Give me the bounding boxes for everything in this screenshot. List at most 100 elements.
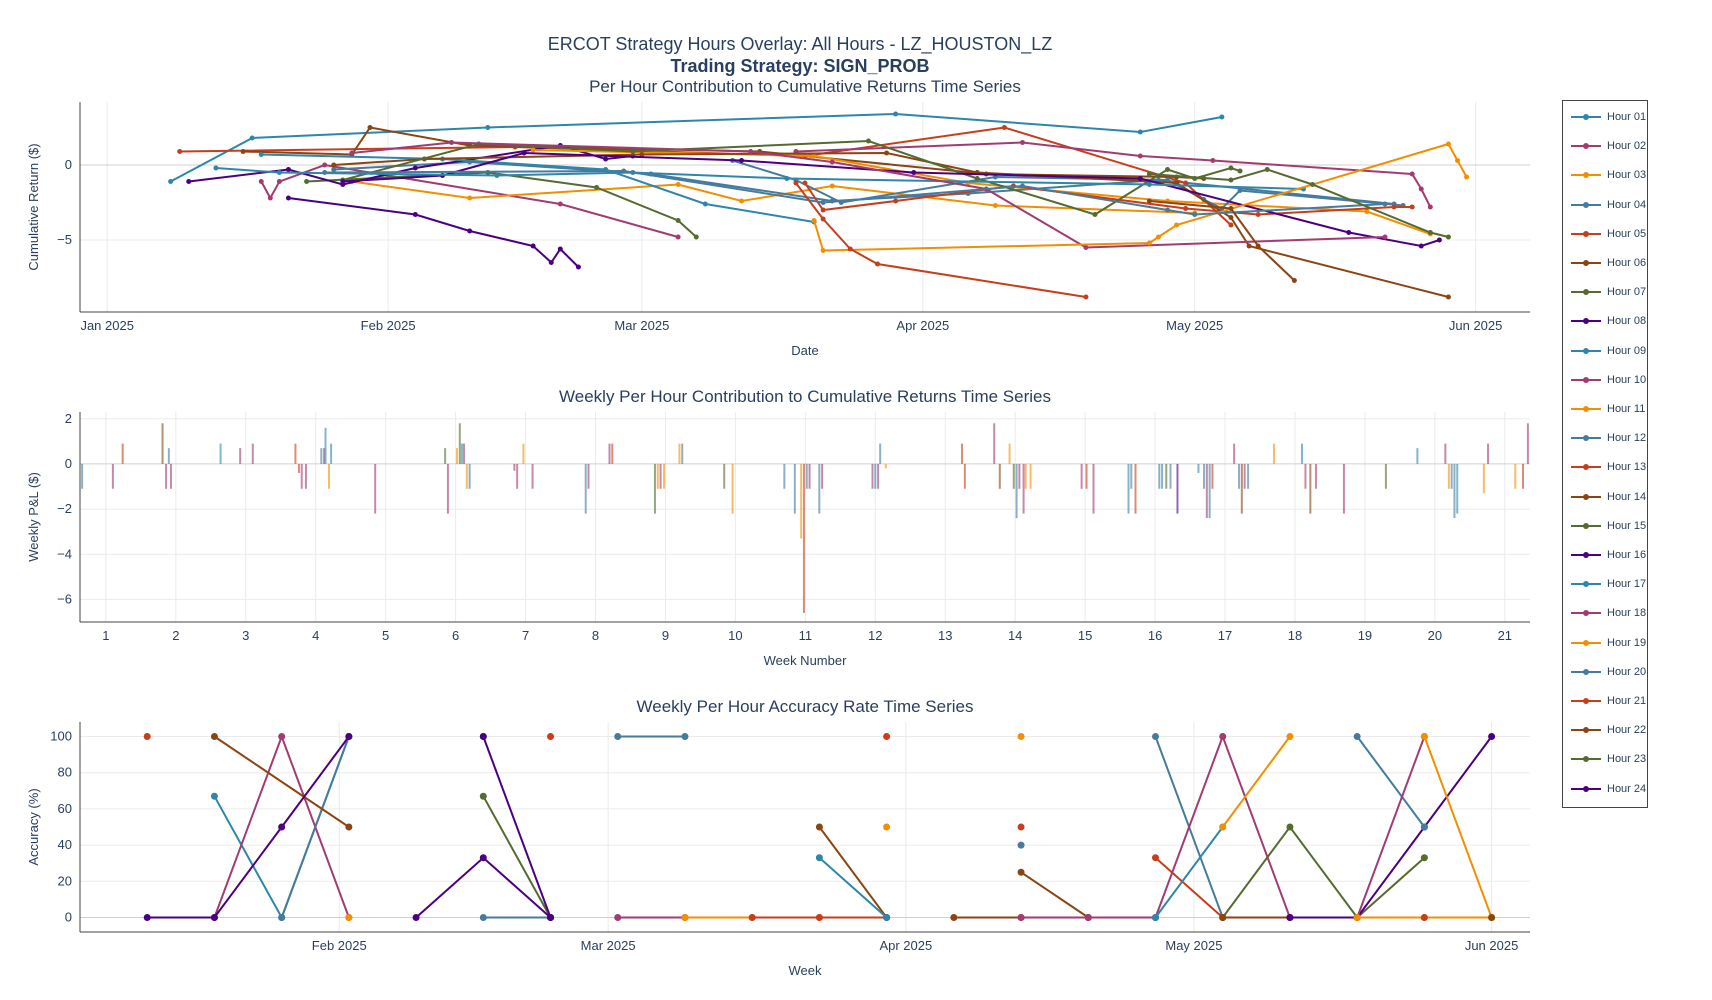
subplot-3: Feb 2025 Mar 2025 Apr 2025 May 2025 Jun 2025… — [26, 697, 1530, 978]
series-point — [1246, 243, 1252, 249]
x-tick-label: 15 — [1078, 628, 1092, 643]
legend[interactable]: Hour 01 Hour 02 Hour 03 Hour 04 Hour 05 Hour … — [1562, 100, 1648, 808]
weekly-bar — [805, 463, 808, 489]
series-point — [530, 147, 536, 153]
weekly-bar — [1176, 463, 1179, 514]
weekly-bar — [1450, 463, 1453, 489]
legend-item-hour-12[interactable]: Hour 12 — [1571, 428, 1646, 448]
series-point — [793, 180, 799, 186]
series-point — [331, 167, 337, 172]
accuracy-point — [143, 732, 151, 740]
weekly-bar — [328, 463, 331, 489]
accuracy-point — [143, 914, 151, 922]
weekly-bar — [1127, 463, 1130, 514]
legend-item-hour-17[interactable]: Hour 17 — [1571, 574, 1646, 594]
series-point — [530, 243, 536, 249]
weekly-bar — [793, 463, 796, 514]
series-point — [675, 182, 681, 187]
x-tick-label: May 2025 — [1166, 318, 1223, 333]
series-point — [1092, 212, 1098, 217]
x-tick-label: 11 — [799, 628, 813, 643]
weekly-bar — [1169, 463, 1172, 489]
series-point — [1192, 212, 1198, 217]
series-point — [412, 165, 418, 171]
weekly-bar — [1304, 463, 1307, 489]
weekly-bar — [808, 463, 811, 489]
weekly-bar — [460, 443, 463, 464]
series-point — [213, 165, 219, 171]
weekly-bar — [1272, 443, 1275, 464]
legend-item-hour-13[interactable]: Hour 13 — [1571, 457, 1646, 477]
weekly-bar — [1342, 463, 1345, 514]
weekly-bar — [963, 463, 966, 489]
legend-item-hour-19[interactable]: Hour 19 — [1571, 633, 1646, 653]
accuracy-point — [1286, 914, 1294, 922]
weekly-bar — [1314, 463, 1317, 489]
legend-item-hour-18[interactable]: Hour 18 — [1571, 603, 1646, 623]
accuracy-point — [1151, 854, 1159, 862]
accuracy-point — [547, 732, 555, 740]
legend-swatch — [1571, 201, 1601, 208]
x-tick-label: 9 — [662, 628, 669, 643]
y-tick-label: −5 — [57, 232, 72, 247]
subplot-title: Weekly Per Hour Contribution to Cumulati… — [559, 387, 1051, 406]
accuracy-line-hour-24 — [482, 736, 552, 918]
series-point — [630, 149, 636, 154]
legend-item-hour-11[interactable]: Hour 11 — [1571, 399, 1645, 419]
series-point — [603, 156, 609, 162]
accuracy-point — [1488, 914, 1496, 922]
series-point — [1183, 206, 1189, 211]
legend-item-hour-05[interactable]: Hour 05 — [1571, 224, 1646, 244]
series-point — [494, 173, 500, 178]
weekly-bar — [877, 463, 880, 489]
legend-item-hour-08[interactable]: Hour 08 — [1571, 311, 1646, 331]
legend-item-hour-03[interactable]: Hour 03 — [1571, 165, 1646, 185]
series-point — [594, 185, 600, 190]
legend-item-hour-24[interactable]: Hour 24 — [1571, 779, 1646, 799]
series-line-hour-07 — [306, 171, 697, 238]
weekly-bar — [1158, 463, 1161, 489]
series-line-hour-23 — [1149, 168, 1449, 238]
legend-swatch — [1571, 143, 1601, 150]
legend-item-hour-14[interactable]: Hour 14 — [1571, 487, 1646, 507]
legend-item-hour-06[interactable]: Hour 06 — [1571, 253, 1646, 273]
x-tick-label: 14 — [1008, 628, 1022, 643]
series-point — [1445, 294, 1451, 300]
weekly-bar — [465, 463, 468, 489]
weekly-bar — [800, 463, 803, 539]
legend-item-hour-10[interactable]: Hour 10 — [1571, 370, 1646, 390]
series-point — [1137, 129, 1143, 135]
weekly-bar — [1134, 463, 1137, 514]
legend-item-hour-01[interactable]: Hour 01 — [1571, 107, 1646, 127]
legend-item-hour-20[interactable]: Hour 20 — [1571, 662, 1646, 682]
legend-swatch — [1571, 260, 1601, 266]
legend-item-hour-09[interactable]: Hour 09 — [1571, 341, 1646, 361]
legend-item-hour-04[interactable]: Hour 04 — [1571, 195, 1646, 215]
series-point — [1165, 207, 1170, 213]
legend-label: Hour 21 — [1607, 695, 1647, 707]
weekly-bar — [374, 463, 377, 514]
accuracy-point — [681, 914, 689, 922]
series-point — [449, 140, 455, 145]
accuracy-point — [1353, 732, 1361, 740]
series-point — [1237, 188, 1243, 193]
y-tick-label: 100 — [50, 728, 72, 743]
legend-item-hour-22[interactable]: Hour 22 — [1571, 720, 1646, 740]
accuracy-point — [345, 732, 353, 740]
x-tick-label: 6 — [452, 628, 459, 643]
legend-item-hour-02[interactable]: Hour 02 — [1571, 136, 1646, 156]
series-point — [304, 179, 310, 184]
legend-item-hour-21[interactable]: Hour 21 — [1571, 691, 1646, 711]
legend-item-hour-16[interactable]: Hour 16 — [1571, 545, 1646, 565]
weekly-bar — [81, 463, 84, 489]
weekly-bar — [1447, 463, 1450, 489]
legend-item-hour-07[interactable]: Hour 07 — [1571, 282, 1646, 302]
series-point — [693, 234, 699, 240]
series-point — [847, 246, 853, 252]
weekly-bar — [513, 463, 516, 471]
legend-item-hour-15[interactable]: Hour 15 — [1571, 516, 1646, 536]
weekly-bar — [1444, 443, 1447, 464]
legend-item-hour-23[interactable]: Hour 23 — [1571, 749, 1646, 769]
series-point — [1183, 180, 1189, 186]
series-point — [1001, 125, 1007, 130]
